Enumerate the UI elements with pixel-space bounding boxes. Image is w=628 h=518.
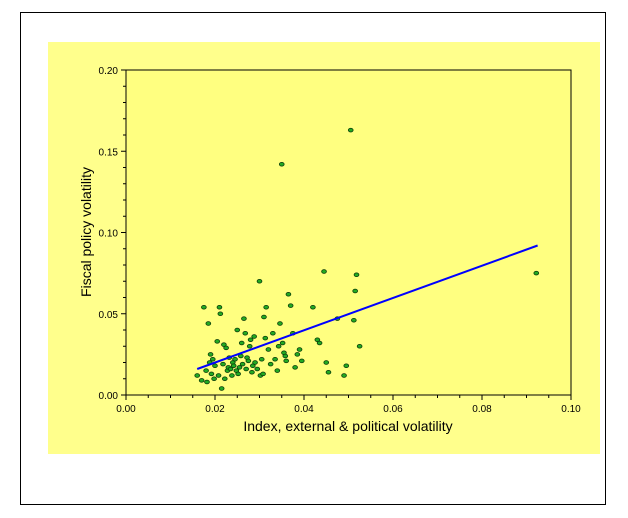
scatter-point <box>232 356 238 362</box>
scatter-point <box>277 321 283 326</box>
scatter-chart: 0.00 0.02 0.04 0.06 0.08 0.10 0.00 0.05 0.10 0.1… <box>78 66 581 434</box>
scatter-point <box>287 303 294 308</box>
scatter-point <box>351 317 357 323</box>
scatter-point <box>356 343 363 349</box>
chart-panel: 0.00 0.02 0.04 0.06 0.08 0.10 0.00 0.05 0.10 0.1… <box>48 42 600 454</box>
scatter-point <box>236 365 243 370</box>
scatter-point <box>220 361 226 367</box>
scatter-point <box>207 352 214 357</box>
scatter-point <box>353 272 360 278</box>
scatter-point <box>227 366 234 372</box>
scatter-point <box>256 278 263 284</box>
scatter-point <box>283 358 290 364</box>
x-tick-label: 0.06 <box>383 404 403 415</box>
x-tick-label: 0.00 <box>116 404 136 415</box>
scatter-point <box>343 363 350 369</box>
scatter-point <box>249 369 255 375</box>
scatter-point <box>239 361 246 367</box>
scatter-point <box>252 360 258 365</box>
x-axis-ticks: 0.00 0.02 0.04 0.06 0.08 0.10 <box>116 395 581 415</box>
x-tick-label: 0.04 <box>294 404 314 415</box>
scatter-point <box>251 334 257 339</box>
scatter-point <box>238 340 245 346</box>
scatter-point <box>267 361 274 367</box>
scatter-point <box>247 337 254 343</box>
scatter-point <box>263 304 269 310</box>
scatter-point <box>209 356 216 362</box>
x-tick-label: 0.10 <box>561 404 581 415</box>
plot-area <box>126 70 571 395</box>
x-tick-label: 0.08 <box>472 404 492 415</box>
scatter-point <box>215 373 222 378</box>
scatter-point <box>265 347 272 352</box>
scatter-point <box>316 340 323 346</box>
scatter-point <box>278 161 285 167</box>
y-tick-label: 0.00 <box>99 391 119 402</box>
scatter-point <box>201 304 207 310</box>
y-tick-label: 0.20 <box>99 66 119 77</box>
scatter-point <box>254 366 261 372</box>
scatter-point <box>294 352 301 357</box>
scatter-point <box>262 335 269 341</box>
scatter-point <box>270 330 276 336</box>
y-axis-ticks: 0.00 0.05 0.10 0.15 0.20 <box>99 66 126 402</box>
fit-line <box>196 244 538 370</box>
scatter-point <box>203 368 209 373</box>
scatter-point <box>235 371 241 377</box>
scatter-point <box>296 347 303 352</box>
scatter-point <box>275 343 282 349</box>
scatter-point <box>217 311 224 317</box>
scatter-point <box>298 358 305 364</box>
scatter-point <box>292 365 298 370</box>
scatter-point <box>242 330 249 336</box>
scatter-point <box>218 386 225 391</box>
scatter-point <box>234 327 241 333</box>
scatter-point <box>223 345 229 351</box>
scatter-point <box>198 378 205 383</box>
scatter-point <box>321 269 327 274</box>
scatter-point <box>216 304 223 310</box>
scatter-point <box>243 366 249 372</box>
plot-border <box>125 69 572 396</box>
scatter-point <box>323 360 330 365</box>
scatter-point <box>533 270 540 276</box>
scatter-point <box>229 373 235 378</box>
y-tick-label: 0.05 <box>99 310 119 321</box>
scatter-point <box>208 371 215 377</box>
data-points <box>194 127 540 391</box>
scatter-point <box>352 288 358 294</box>
scatter-point <box>279 340 286 346</box>
scatter-point <box>241 316 247 321</box>
scatter-point <box>246 343 253 349</box>
scatter-point <box>211 376 217 382</box>
scatter-point <box>325 369 332 375</box>
scatter-point <box>282 353 289 359</box>
y-axis-title: Fiscal policy volatility <box>78 167 94 297</box>
scatter-point <box>230 363 237 369</box>
scatter-point <box>347 127 354 133</box>
scatter-point <box>204 379 210 385</box>
scatter-point <box>261 314 267 320</box>
scatter-point <box>221 376 228 382</box>
scatter-point <box>341 373 347 378</box>
scatter-point <box>245 358 252 364</box>
scatter-point <box>212 363 218 369</box>
scatter-point <box>274 368 281 373</box>
y-tick-label: 0.10 <box>99 229 119 240</box>
scatter-point <box>194 373 201 378</box>
scatter-point <box>272 356 278 362</box>
scatter-point <box>285 291 292 297</box>
scatter-point <box>260 371 266 377</box>
scatter-point <box>310 304 316 310</box>
scatter-point <box>205 321 212 326</box>
y-tick-label: 0.15 <box>99 147 119 158</box>
x-axis-title: Index, external & political volatility <box>243 418 452 434</box>
scatter-point <box>214 339 221 344</box>
scatter-point <box>258 356 265 362</box>
x-tick-label: 0.02 <box>205 404 225 415</box>
